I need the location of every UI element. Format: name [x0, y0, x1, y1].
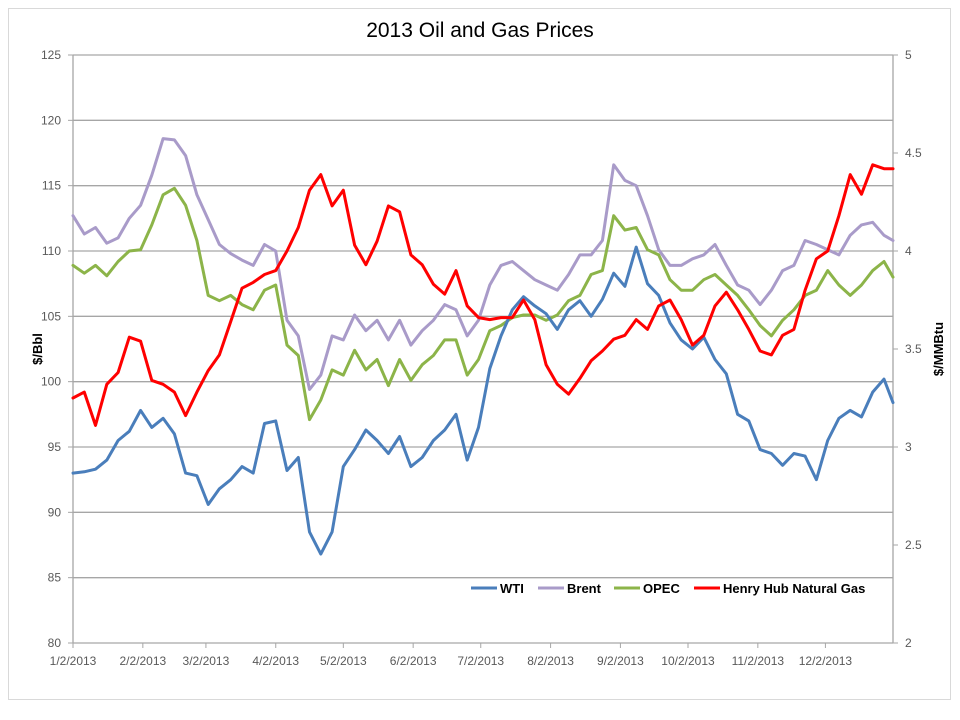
left-tick-label: 90	[48, 505, 62, 519]
x-axis-ticks: 1/2/2013 2/2/2013 3/2/2013 4/2/2013 5/2/2013…	[50, 643, 853, 668]
series-line-wti	[71, 245, 895, 556]
right-axis-ticks: 2 2.5 3 3.5 4 4.5 5	[893, 48, 922, 650]
series-line-henry-hub-natural-gas	[71, 163, 895, 427]
right-tick-label: 4.5	[905, 146, 922, 160]
x-tick-label: 5/2/2013	[320, 654, 367, 668]
left-tick-label: 100	[41, 375, 61, 389]
x-tick-label: 7/2/2013	[457, 654, 504, 668]
right-tick-label: 2.5	[905, 538, 922, 552]
legend-label: Brent	[567, 581, 602, 596]
legend-label: OPEC	[643, 581, 680, 596]
x-tick-label: 2/2/2013	[119, 654, 166, 668]
legend-label: WTI	[500, 581, 524, 596]
left-tick-label: 85	[48, 571, 62, 585]
x-tick-label: 11/2/2013	[732, 654, 785, 668]
right-axis-label: $/MMBtu	[931, 322, 946, 376]
legend-label: Henry Hub Natural Gas	[723, 581, 865, 596]
x-tick-label: 1/2/2013	[50, 654, 97, 668]
gridlines	[73, 54, 893, 579]
right-tick-label: 3	[905, 440, 912, 454]
left-tick-label: 125	[41, 48, 61, 62]
left-tick-label: 80	[48, 636, 62, 650]
x-tick-label: 12/2/2013	[799, 654, 853, 668]
x-tick-label: 10/2/2013	[661, 654, 715, 668]
x-tick-label: 4/2/2013	[252, 654, 299, 668]
series-lines	[71, 137, 895, 556]
right-tick-label: 5	[905, 48, 912, 62]
series-line-opec	[71, 186, 895, 422]
legend: WTI Brent OPEC Henry Hub Natural Gas	[471, 581, 865, 596]
chart-title: 2013 Oil and Gas Prices	[366, 19, 594, 42]
left-tick-label: 95	[48, 440, 62, 454]
series-line-brent	[71, 137, 895, 391]
right-tick-label: 3.5	[905, 342, 922, 356]
left-tick-label: 105	[41, 309, 61, 323]
x-tick-label: 3/2/2013	[183, 654, 230, 668]
left-tick-label: 115	[42, 179, 61, 193]
left-axis-label: $/Bbl	[30, 333, 45, 365]
right-tick-label: 4	[905, 244, 912, 258]
x-tick-label: 8/2/2013	[527, 654, 574, 668]
left-axis-ticks: 80 85 90 95 100 105 110 115 120 125	[41, 48, 73, 650]
x-tick-label: 9/2/2013	[597, 654, 644, 668]
x-tick-label: 6/2/2013	[390, 654, 437, 668]
right-tick-label: 2	[905, 636, 912, 650]
left-tick-label: 110	[42, 244, 61, 258]
left-tick-label: 120	[41, 113, 61, 127]
